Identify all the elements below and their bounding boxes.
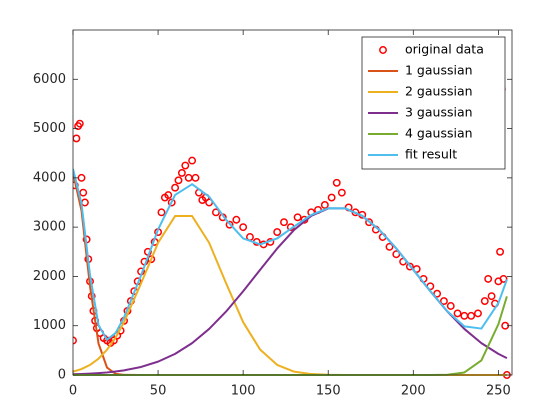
data-point: [232, 215, 241, 224]
data-point: [164, 191, 173, 200]
data-point: [191, 173, 200, 182]
data-point: [225, 220, 234, 229]
data-point: [405, 262, 414, 271]
x-tick-label: 0: [69, 384, 77, 399]
legend-label: 3 gaussian: [405, 105, 473, 120]
legend-box: [361, 36, 506, 170]
data-point: [79, 188, 88, 197]
fit-curve: [73, 168, 508, 341]
legend-marker: [379, 46, 387, 54]
y-tick-label: 6000: [33, 72, 66, 87]
data-point: [280, 218, 288, 227]
y-tick-label: 1000: [33, 318, 66, 333]
data-point: [188, 156, 197, 165]
data-point: [480, 297, 489, 306]
data-point: [446, 302, 455, 310]
data-point: [474, 309, 482, 318]
data-point: [385, 242, 394, 251]
data-point: [496, 247, 505, 256]
x-tick-label: 250: [486, 384, 511, 399]
data-point: [392, 250, 401, 259]
y-tick-label: 4000: [33, 170, 66, 185]
data-point: [181, 161, 190, 170]
data-point: [239, 223, 248, 232]
legend-label: fit result: [405, 147, 457, 162]
legend-label: 4 gaussian: [405, 126, 473, 141]
x-tick-label: 200: [401, 384, 426, 399]
data-point: [293, 213, 302, 222]
data-point: [167, 198, 176, 207]
axes-box: [72, 29, 513, 376]
data-point: [453, 309, 462, 318]
data-point: [174, 176, 183, 185]
data-point: [320, 201, 329, 209]
data-point: [332, 178, 341, 187]
legend: original data 1 gaussian 2 gaussian 3 gauss…: [361, 36, 506, 170]
data-point: [439, 297, 448, 306]
data-point: [337, 188, 346, 197]
data-point: [273, 228, 282, 237]
legend-label: original data: [405, 42, 484, 57]
data-point: [211, 208, 220, 217]
data-point: [487, 292, 496, 301]
data-point: [77, 173, 86, 182]
data-point: [484, 274, 493, 283]
y-tick-label: 5000: [33, 121, 66, 136]
y-tick-label: 2000: [33, 269, 66, 284]
x-tick-label: 100: [231, 384, 256, 399]
data-point: [467, 311, 476, 320]
data-point: [433, 289, 442, 298]
data-point: [75, 119, 84, 128]
data-point: [157, 208, 166, 217]
data-point: [327, 193, 336, 202]
y-tick-label: 0: [58, 368, 66, 383]
data-point: [499, 274, 508, 283]
y-tick-label: 3000: [33, 220, 66, 235]
legend-label: 1 gaussian: [405, 63, 473, 78]
data-point: [171, 183, 180, 192]
legend-label: 2 gaussian: [405, 84, 473, 99]
x-tick-label: 150: [316, 384, 341, 399]
x-tick-label: 50: [150, 384, 167, 399]
data-point: [177, 168, 186, 177]
data-point: [365, 218, 374, 227]
